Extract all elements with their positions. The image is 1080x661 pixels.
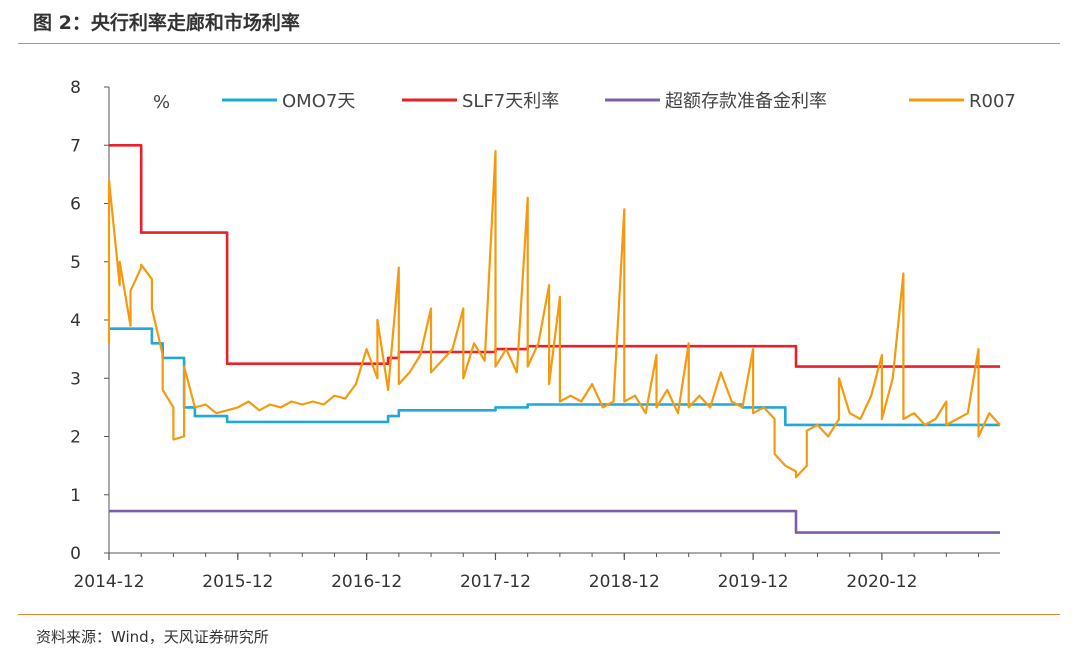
top-rule <box>18 43 1060 44</box>
x-tick-label: 2019-12 <box>718 572 789 592</box>
y-tick-label: 8 <box>70 78 81 98</box>
y-tick-label: 5 <box>70 253 81 273</box>
y-tick-label: 2 <box>70 428 81 448</box>
axes: 0 1 2 3 4 5 6 7 8 2014-12 2015-12 2016-12 2017-12 201… <box>70 78 1000 592</box>
x-tick-label: 2015-12 <box>202 572 273 592</box>
source-note: 资料来源：Wind，天风证券研究所 <box>36 628 269 646</box>
series-line-r007 <box>107 150 1001 479</box>
figure-title: 图 2：央行利率走廊和市场利率 <box>33 12 300 34</box>
series-line-excess-reserve <box>109 509 1000 534</box>
y-tick-label: 7 <box>70 136 81 156</box>
legend-label: SLF7天利率 <box>462 91 559 112</box>
series-lines <box>107 144 1001 534</box>
legend: OMO7天 SLF7天利率 超额存款准备金利率 R007 <box>222 91 1016 112</box>
x-tick-label: 2018-12 <box>589 572 660 592</box>
y-unit-label: % <box>153 92 170 113</box>
bottom-rule <box>18 614 1060 615</box>
x-tick-label: 2017-12 <box>460 572 531 592</box>
legend-label: 超额存款准备金利率 <box>665 91 827 112</box>
legend-label: OMO7天 <box>282 91 355 112</box>
y-tick-label: 3 <box>70 369 81 389</box>
y-tick-label: 4 <box>70 311 81 331</box>
chart: 0 1 2 3 4 5 6 7 8 2014-12 2015-12 2016-12 2017-12 201… <box>70 78 1016 592</box>
y-tick-label: 6 <box>70 195 81 215</box>
x-tick-label: 2014-12 <box>73 572 144 592</box>
x-tick-label: 2020-12 <box>846 572 917 592</box>
legend-label: R007 <box>969 91 1016 112</box>
y-tick-label: 0 <box>70 544 81 564</box>
x-tick-label: 2016-12 <box>331 572 402 592</box>
y-tick-label: 1 <box>70 486 81 506</box>
